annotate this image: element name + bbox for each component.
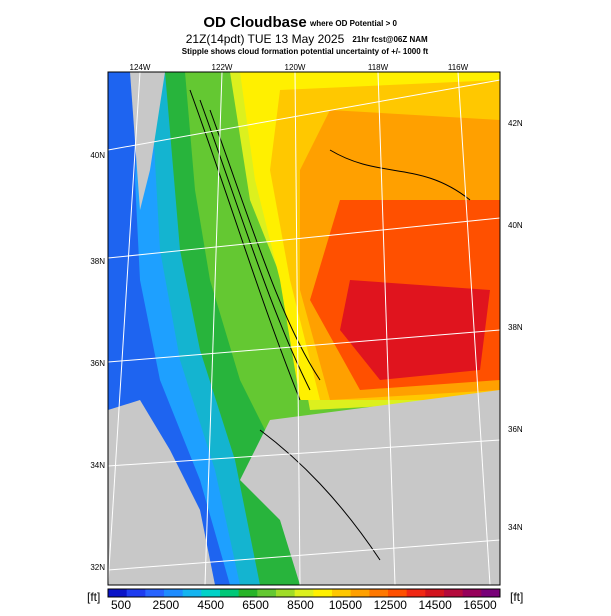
map-labels: 124W 122W 120W 118W 116W 40N 38N 36N 34N 32N 42N 40… <box>90 63 523 572</box>
lon-label: 120W <box>285 63 306 72</box>
colorbar-swatch <box>350 589 370 597</box>
colorbar-label: 12500 <box>374 598 408 611</box>
title: OD Cloudbase <box>203 14 306 31</box>
lat-label: 38N <box>90 257 105 266</box>
colorbar-swatch <box>220 589 240 597</box>
lat-label: 36N <box>90 359 105 368</box>
colorbar-swatch <box>257 589 277 597</box>
colorbar-label: 14500 <box>418 598 452 611</box>
colorbar-swatch <box>462 589 482 597</box>
colorbar-label: 4500 <box>197 598 224 611</box>
colorbar-swatch <box>313 589 333 597</box>
lat-label: 32N <box>90 563 105 572</box>
colorbar-swatch <box>388 589 408 597</box>
map <box>107 71 501 586</box>
lon-label: 118W <box>368 63 389 72</box>
lat-label: 40N <box>90 151 105 160</box>
lat-label: 42N <box>508 119 523 128</box>
colorbar-swatch <box>369 589 389 597</box>
colorbar-label: 10500 <box>329 598 363 611</box>
colorbar-label: 500 <box>111 598 131 611</box>
lat-label: 38N <box>508 323 523 332</box>
colorbar-swatch <box>145 589 165 597</box>
colorbar-label: 6500 <box>242 598 269 611</box>
colorbar-swatch <box>294 589 314 597</box>
lat-label: 40N <box>508 221 523 230</box>
colorbar-label: 16500 <box>463 598 497 611</box>
colorbar-unit: [ft] <box>87 590 100 604</box>
colorbar-swatch <box>164 589 184 597</box>
colorbar-label: 2500 <box>153 598 180 611</box>
colorbar-swatch <box>182 589 202 597</box>
colorbar-swatch <box>406 589 426 597</box>
colorbar: 500 2500 4500 6500 8500 10500 12500 14500 16500 [… <box>87 588 523 612</box>
lat-label: 34N <box>90 461 105 470</box>
colorbar-unit: [ft] <box>510 590 523 604</box>
colorbar-label: 8500 <box>287 598 314 611</box>
title-note: where OD Potential > 0 <box>309 19 397 28</box>
subtitle: Stipple shows cloud formation potential … <box>182 47 429 56</box>
colorbar-swatch <box>276 589 296 597</box>
lat-label: 36N <box>508 425 523 434</box>
lon-label: 122W <box>212 63 233 72</box>
colorbar-swatch <box>444 589 464 597</box>
colorbar-swatch <box>201 589 221 597</box>
forecast: 21hr fcst@06Z NAM <box>352 35 428 44</box>
colorbar-frame <box>107 588 501 598</box>
lon-label: 124W <box>130 63 151 72</box>
colorbar-swatch <box>108 589 128 597</box>
valid-time: 21Z(14pdt) TUE 13 May 2025 <box>186 32 345 46</box>
colorbar-swatch <box>425 589 445 597</box>
lat-label: 34N <box>508 523 523 532</box>
lon-label: 116W <box>448 63 469 72</box>
colorbar-swatch <box>332 589 352 597</box>
colorbar-swatch <box>238 589 258 597</box>
colorbar-swatch <box>126 589 146 597</box>
colorbar-swatch <box>481 589 501 597</box>
